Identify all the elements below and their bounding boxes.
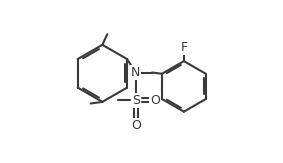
Text: F: F — [180, 41, 187, 54]
Text: N: N — [131, 66, 140, 79]
Text: O: O — [150, 94, 160, 107]
Text: S: S — [132, 94, 140, 107]
Text: O: O — [131, 119, 141, 133]
